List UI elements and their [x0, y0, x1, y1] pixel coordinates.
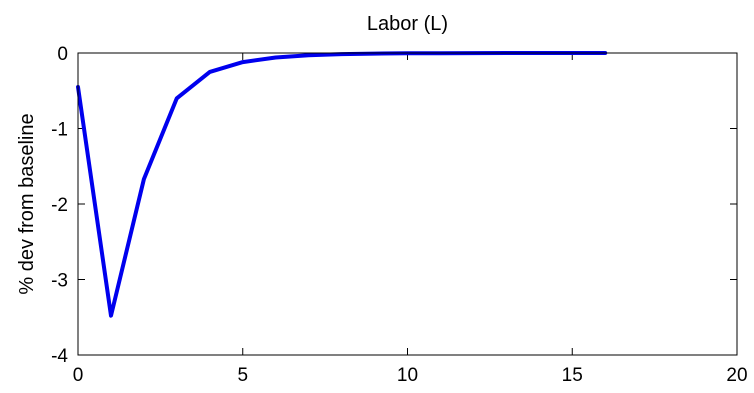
y-tick-label: -3 [51, 271, 68, 292]
x-tick-label: 0 [73, 365, 84, 386]
y-tick-label: -4 [51, 346, 68, 367]
y-tick-label: -1 [51, 120, 68, 141]
x-tick-label: 15 [562, 365, 583, 386]
plot-area-frame [77, 52, 738, 356]
y-tick-label: 0 [57, 44, 68, 65]
y-tick-label: -2 [51, 195, 68, 216]
y-axis-label: % dev from baseline [16, 113, 38, 294]
x-tick-label: 20 [726, 365, 747, 386]
x-tick-label: 10 [397, 365, 418, 386]
x-tick-label: 5 [237, 365, 248, 386]
chart-title: Labor (L) [367, 13, 448, 35]
